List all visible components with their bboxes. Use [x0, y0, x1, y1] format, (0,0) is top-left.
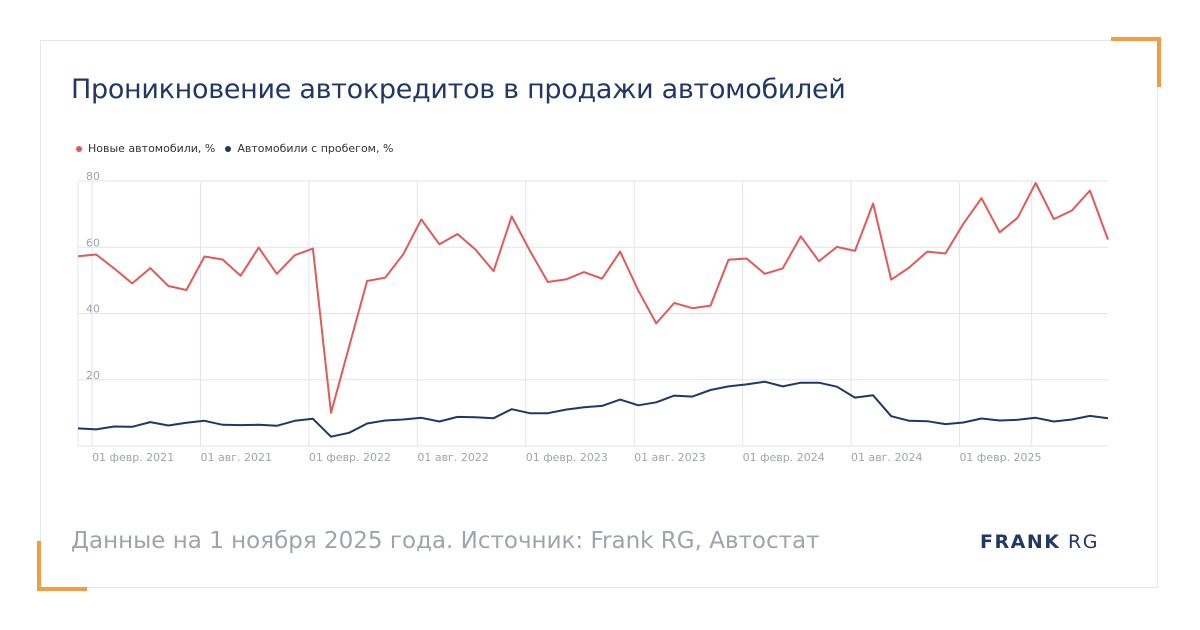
x-tick-label: 01 февр. 2022	[309, 451, 391, 464]
x-tick-label: 01 авг. 2023	[634, 451, 705, 464]
legend-item-new[interactable]: Новые автомобили, %	[76, 142, 215, 155]
legend-dot-used	[225, 145, 232, 152]
x-tick-label: 01 февр. 2021	[92, 451, 174, 464]
legend-label-new: Новые автомобили, %	[88, 142, 216, 155]
legend-label-used: Автомобили с пробегом, %	[237, 142, 394, 155]
x-tick-label: 01 февр. 2023	[526, 451, 608, 464]
x-tick-label: 01 авг. 2021	[200, 451, 271, 464]
corner-accent-top-right	[1111, 37, 1161, 87]
x-tick-label: 01 февр. 2025	[959, 451, 1041, 464]
legend-item-used[interactable]: Автомобили с пробегом, %	[225, 142, 393, 155]
legend-dot-new	[76, 145, 82, 152]
x-tick-label: 01 авг. 2024	[851, 451, 922, 464]
source-note: Данные на 1 ноября 2025 года. Источник: …	[71, 528, 820, 554]
series-line-new-cars	[77, 182, 1109, 414]
chart-legend: Новые автомобили, % Автомобили с пробего…	[76, 142, 393, 155]
y-tick-label: 20	[86, 369, 100, 382]
y-tick-label: 80	[86, 170, 100, 183]
x-tick-label: 01 февр. 2024	[743, 451, 825, 464]
chart-title: Проникновение автокредитов в продажи авт…	[71, 74, 846, 105]
logo-bold-text: FRANK	[980, 531, 1061, 553]
corner-accent-bottom-left	[37, 541, 87, 591]
logo-light-text: RG	[1068, 531, 1099, 553]
brand-logo: FRANK RG	[980, 531, 1099, 553]
series-line-used-cars	[77, 380, 1109, 438]
x-tick-label: 01 авг. 2022	[417, 451, 488, 464]
y-tick-label: 60	[86, 236, 100, 249]
y-tick-label: 40	[86, 303, 100, 316]
